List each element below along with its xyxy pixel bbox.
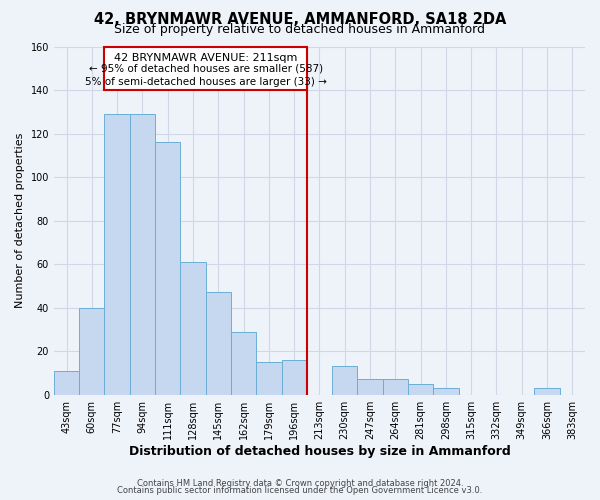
Bar bbox=[535, 388, 560, 394]
Bar bbox=[231, 332, 256, 394]
Text: 42 BRYNMAWR AVENUE: 211sqm: 42 BRYNMAWR AVENUE: 211sqm bbox=[114, 53, 298, 63]
Text: 42, BRYNMAWR AVENUE, AMMANFORD, SA18 2DA: 42, BRYNMAWR AVENUE, AMMANFORD, SA18 2DA bbox=[94, 12, 506, 28]
Bar bbox=[130, 114, 155, 394]
Text: Size of property relative to detached houses in Ammanford: Size of property relative to detached ho… bbox=[115, 24, 485, 36]
Bar bbox=[54, 371, 79, 394]
X-axis label: Distribution of detached houses by size in Ammanford: Distribution of detached houses by size … bbox=[128, 444, 511, 458]
Text: ← 95% of detached houses are smaller (587): ← 95% of detached houses are smaller (58… bbox=[89, 64, 323, 74]
Bar bbox=[104, 114, 130, 394]
Text: Contains HM Land Registry data © Crown copyright and database right 2024.: Contains HM Land Registry data © Crown c… bbox=[137, 478, 463, 488]
Bar bbox=[332, 366, 358, 394]
Bar bbox=[358, 380, 383, 394]
Bar bbox=[155, 142, 181, 394]
Y-axis label: Number of detached properties: Number of detached properties bbox=[15, 133, 25, 308]
Bar bbox=[79, 308, 104, 394]
Bar bbox=[206, 292, 231, 394]
Bar bbox=[433, 388, 458, 394]
Bar bbox=[181, 262, 206, 394]
Bar bbox=[383, 380, 408, 394]
Bar bbox=[281, 360, 307, 394]
FancyBboxPatch shape bbox=[104, 46, 307, 90]
Bar bbox=[256, 362, 281, 394]
Text: Contains public sector information licensed under the Open Government Licence v3: Contains public sector information licen… bbox=[118, 486, 482, 495]
Bar bbox=[408, 384, 433, 394]
Text: 5% of semi-detached houses are larger (33) →: 5% of semi-detached houses are larger (3… bbox=[85, 77, 326, 87]
